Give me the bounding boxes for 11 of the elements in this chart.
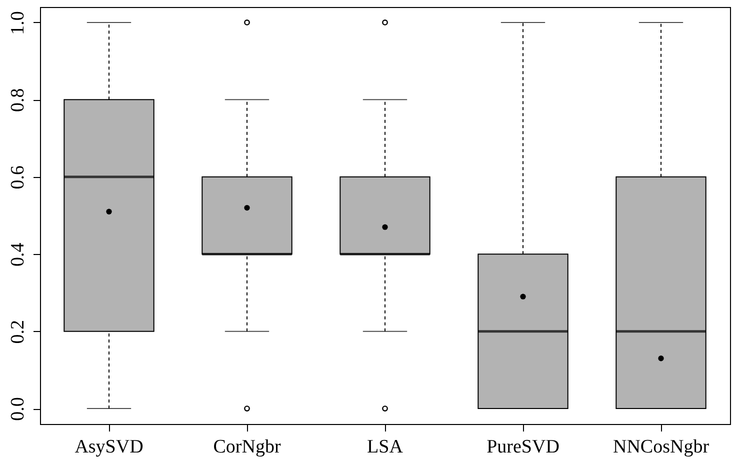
x-tick-label: AsySVD bbox=[74, 436, 144, 458]
y-tick-label: 0.2 bbox=[8, 320, 28, 344]
y-tick-label: 1.0 bbox=[8, 11, 28, 35]
x-tick-label: LSA bbox=[367, 436, 404, 458]
x-tick-label: NNCosNgbr bbox=[612, 436, 710, 458]
x-tick-label: PureSVD bbox=[486, 436, 560, 458]
y-tick-label: 0.8 bbox=[8, 88, 28, 112]
y-tick-label: 0.4 bbox=[8, 242, 28, 266]
y-tick-label: 0.6 bbox=[8, 166, 28, 190]
x-tick-label: CorNgbr bbox=[213, 436, 282, 458]
y-tick-label: 0.0 bbox=[8, 397, 28, 421]
